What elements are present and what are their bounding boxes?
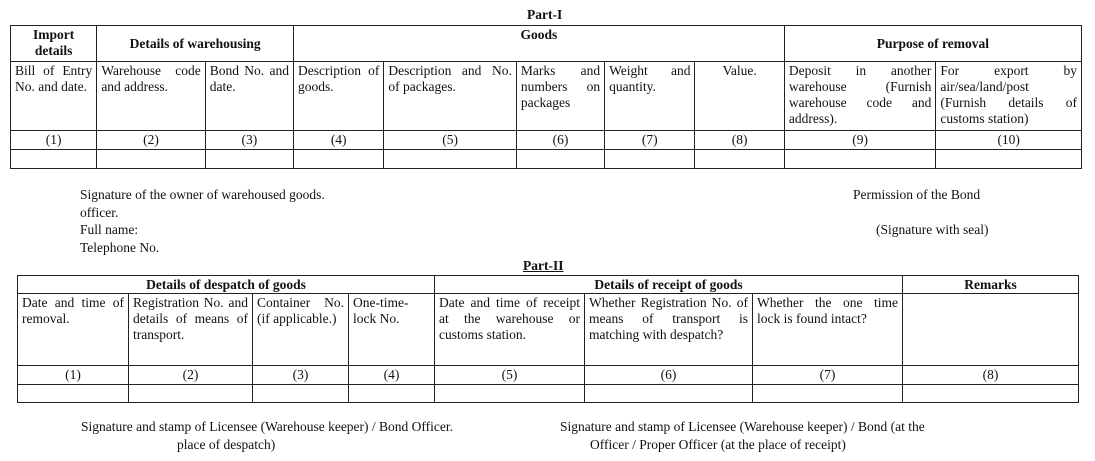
col-number: (4) xyxy=(293,130,385,150)
col-number: (1) xyxy=(9,130,98,150)
col-header: Container No. (if applicable.) xyxy=(252,293,349,366)
group-receipt: Details of receipt of goods xyxy=(434,275,904,294)
col-number: (4) xyxy=(347,365,436,385)
part2-title: Part-II xyxy=(523,258,564,273)
col-number: (3) xyxy=(252,365,349,385)
col-number: (2) xyxy=(96,130,206,150)
col-header: Registration No. and details of means of… xyxy=(128,293,253,366)
part1-table: Import details Details of warehousing Go… xyxy=(9,25,1083,169)
group-despatch: Details of despatch of goods xyxy=(16,275,436,294)
part1-title: Part-I xyxy=(527,7,563,22)
despatch-signature-line1: Signature and stamp of Licensee (Warehou… xyxy=(81,419,454,434)
col-number: (8) xyxy=(694,130,785,150)
col-number: (7) xyxy=(604,130,696,150)
col-header: Deposit in another warehouse (Furnish wa… xyxy=(783,61,937,131)
col-number: (3) xyxy=(204,130,295,150)
group-warehousing: Details of warehousing xyxy=(96,25,295,62)
col-number: (5) xyxy=(434,365,586,385)
col-header: For export by air/sea/land/post (Furnish… xyxy=(935,61,1082,131)
blank-row xyxy=(17,384,1080,403)
col-header: Value. xyxy=(694,61,785,131)
col-header xyxy=(902,293,1080,366)
col-number: (6) xyxy=(515,130,606,150)
group-goods: Goods xyxy=(293,25,785,62)
col-header: Weight and quantity. xyxy=(604,61,696,131)
col-header: Date and time of receipt at the warehous… xyxy=(434,293,586,366)
col-header: Description of goods. xyxy=(293,61,385,131)
owner-signature-label: Signature of the owner of warehoused goo… xyxy=(80,187,325,202)
col-number: (5) xyxy=(383,130,517,150)
despatch-signature-line2: place of despatch) xyxy=(177,437,276,452)
col-number: (9) xyxy=(783,130,937,150)
col-header: One-time-lock No. xyxy=(347,293,436,366)
col-header: Date and time of removal. xyxy=(17,293,129,366)
officer-label: officer. xyxy=(80,205,119,220)
group-remarks: Remarks xyxy=(902,275,1080,294)
col-header: Whether Registration No. of means of tra… xyxy=(584,293,754,366)
col-header: Whether the one time lock is found intac… xyxy=(752,293,904,366)
col-number: (2) xyxy=(128,365,253,385)
col-number: (1) xyxy=(17,365,129,385)
receipt-signature-line2: Officer / Proper Officer (at the place o… xyxy=(590,437,846,452)
col-number: (7) xyxy=(752,365,904,385)
col-header: Bond No. and date. xyxy=(204,61,295,131)
blank-row xyxy=(9,149,1082,169)
col-number: (6) xyxy=(584,365,754,385)
telephone-label: Telephone No. xyxy=(80,240,160,255)
group-import-details: Import details xyxy=(9,25,98,62)
group-purpose: Purpose of removal xyxy=(783,25,1083,62)
full-name-label: Full name: xyxy=(80,222,139,237)
col-header: Bill of Entry No. and date. xyxy=(9,61,98,131)
col-number: (8) xyxy=(902,365,1080,385)
col-number: (10) xyxy=(935,130,1082,150)
part2-table: Details of despatch of goods Details of … xyxy=(16,275,1080,403)
signature-seal-label: (Signature with seal) xyxy=(876,222,989,237)
bond-permission-label: Permission of the Bond xyxy=(853,187,981,202)
col-header: Marks and numbers on packages xyxy=(515,61,606,131)
col-header: Description and No. of packages. xyxy=(383,61,517,131)
receipt-signature-line1: Signature and stamp of Licensee (Warehou… xyxy=(560,419,925,434)
col-header: Warehouse code and address. xyxy=(96,61,206,131)
